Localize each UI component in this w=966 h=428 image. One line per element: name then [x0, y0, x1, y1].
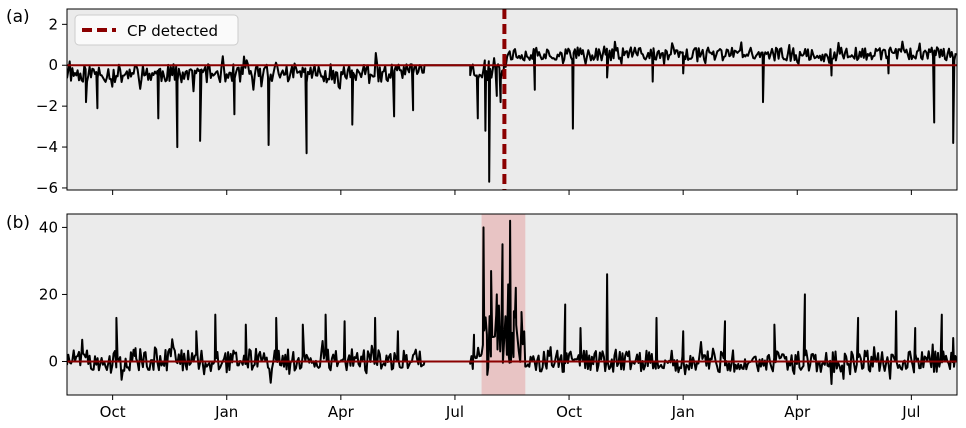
panel-a: 2 0 −2 −4 −6 (a) CP detected — [6, 7, 958, 197]
x-tick-label: Oct — [100, 403, 126, 421]
series-line-0 — [67, 40, 957, 183]
y-tick-label: 2 — [48, 15, 58, 33]
y-tick-label: 40 — [39, 218, 58, 236]
panel-label: (a) — [6, 7, 30, 27]
axes-frame — [66, 8, 958, 191]
plot-area — [67, 214, 957, 395]
plot-area — [67, 9, 957, 190]
legend-label: CP detected — [127, 22, 218, 40]
panel-label: (b) — [6, 213, 30, 233]
axes-frame — [66, 213, 958, 396]
y-tick-label: 0 — [48, 352, 58, 370]
y-tick-label: −2 — [36, 97, 58, 115]
legend-box — [74, 14, 239, 46]
x-tick-label: Jul — [445, 403, 464, 421]
panel-b: 40 20 0 Oct Jan Apr Jul Oct Jan Apr Jul (b) — [6, 213, 958, 421]
x-tick-label: Jan — [214, 403, 238, 421]
x-tick-label: Jan — [671, 403, 695, 421]
x-tick-label: Oct — [556, 403, 582, 421]
x-tick-label: Apr — [328, 403, 355, 421]
series-line-0 — [67, 219, 957, 385]
y-tick-label: 0 — [48, 56, 58, 74]
x-tick-label: Jul — [901, 403, 920, 421]
legend: CP detected — [74, 14, 239, 46]
y-tick-label: −6 — [36, 179, 58, 197]
y-tick-label: −4 — [36, 138, 58, 156]
x-tick-label: Apr — [784, 403, 811, 421]
y-tick-label: 20 — [39, 285, 58, 303]
